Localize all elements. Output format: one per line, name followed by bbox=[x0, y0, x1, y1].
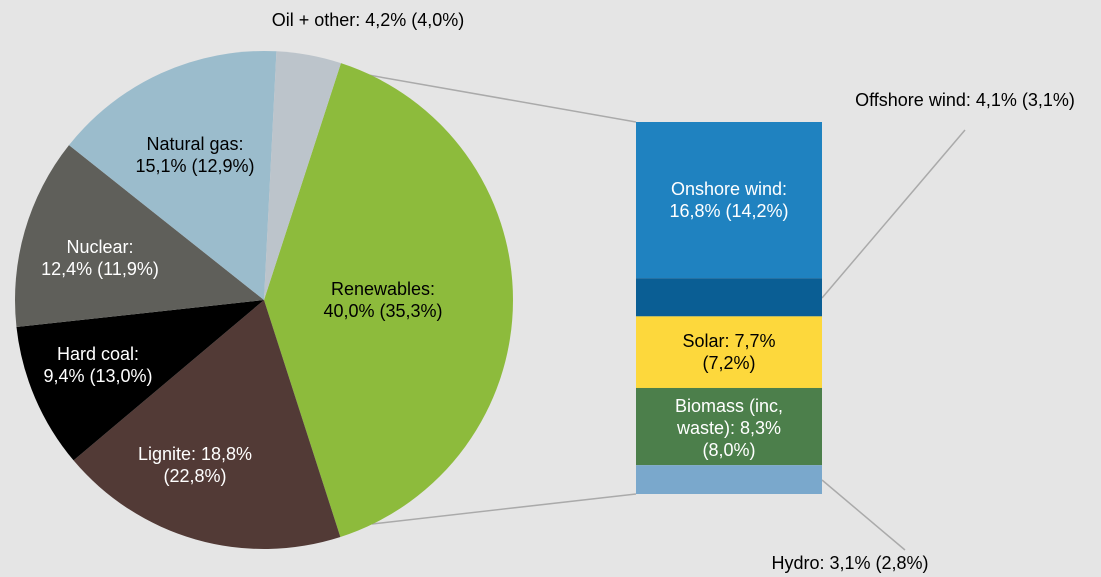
data-label: Renewables: 40,0% (35,3%) bbox=[323, 279, 443, 321]
pie-slice bbox=[73, 300, 341, 549]
pie-slice bbox=[15, 145, 264, 328]
data-label: Hydro: 3,1% (2,8%) bbox=[771, 553, 929, 573]
data-label: Biomass (inc, waste): 8,3% (8,0%) bbox=[674, 396, 784, 460]
connector bbox=[371, 493, 637, 525]
connector bbox=[339, 69, 637, 123]
callout-line bbox=[821, 129, 966, 299]
bar-segment bbox=[636, 465, 822, 494]
data-label: Onshore wind: 16,8% (14,2%) bbox=[669, 179, 789, 221]
pie-slice bbox=[264, 51, 341, 300]
pie-slice bbox=[16, 300, 265, 461]
data-label: Lignite: 18,8% (22,8%) bbox=[137, 444, 253, 486]
bar-segment bbox=[636, 387, 822, 466]
data-label: Hard coal: 9,4% (13,0%) bbox=[43, 344, 153, 386]
data-label: Nuclear: 12,4% (11,9%) bbox=[41, 237, 159, 279]
data-label: Oil + other: 4,2% (4,0%) bbox=[271, 10, 465, 30]
bar-segment bbox=[636, 122, 822, 279]
data-label: Natural gas: 15,1% (12,9%) bbox=[135, 134, 255, 176]
callout-line bbox=[821, 479, 906, 551]
pie-slice bbox=[68, 51, 277, 301]
data-label: Offshore wind: 4,1% (3,1%) bbox=[855, 90, 1075, 110]
bar-segment bbox=[636, 316, 822, 388]
pie-slice bbox=[264, 63, 513, 538]
data-label: Solar: 7,7% (7,2%) bbox=[682, 331, 776, 373]
bar-segment bbox=[636, 278, 822, 317]
